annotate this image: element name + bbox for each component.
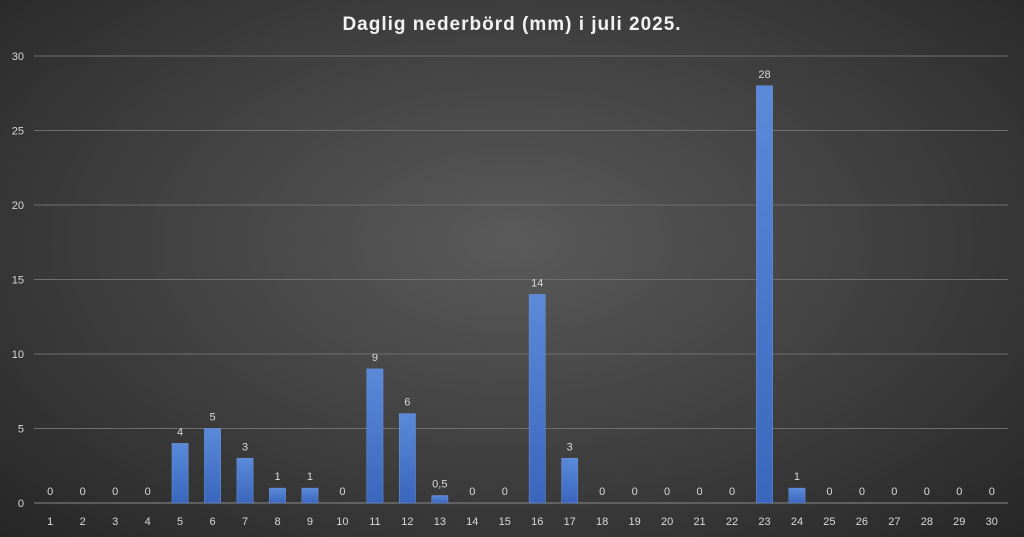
data-label-day-11: 9 (372, 352, 378, 364)
x-tick-label: 6 (210, 516, 216, 528)
bar-day-24 (788, 487, 806, 504)
x-tick-label: 27 (888, 516, 900, 528)
y-tick-label: 25 (12, 126, 24, 138)
bar-day-16 (528, 294, 546, 504)
data-label-day-21: 0 (697, 486, 703, 498)
data-label-day-25: 0 (826, 486, 832, 498)
data-label-day-18: 0 (599, 486, 605, 498)
y-axis-ticks: 0 5 10 15 20 25 30 (12, 51, 24, 510)
x-tick-label: 30 (986, 516, 998, 528)
x-tick-label: 8 (274, 516, 280, 528)
x-tick-label: 15 (499, 516, 511, 528)
data-label-day-23: 28 (758, 69, 770, 81)
bar-day-7 (236, 458, 254, 504)
bar-day-12 (399, 413, 416, 504)
x-tick-label: 28 (921, 516, 933, 528)
x-tick-label: 9 (307, 516, 313, 528)
y-tick-label: 0 (18, 498, 24, 510)
data-label-day-8: 1 (274, 471, 280, 483)
x-tick-label: 13 (434, 516, 446, 528)
x-tick-label: 4 (145, 516, 151, 528)
data-label-day-14: 0 (469, 486, 475, 498)
data-label-day-27: 0 (891, 486, 897, 498)
x-tick-label: 29 (953, 516, 965, 528)
x-tick-label: 22 (726, 516, 738, 528)
data-label-day-22: 0 (729, 486, 735, 498)
y-tick-label: 30 (12, 51, 24, 63)
bar-day-6 (204, 428, 221, 504)
x-tick-label: 21 (693, 516, 705, 528)
x-tick-label: 3 (112, 516, 118, 528)
x-tick-label: 24 (791, 516, 803, 528)
data-label-day-15: 0 (502, 486, 508, 498)
data-label-day-1: 0 (47, 486, 53, 498)
x-tick-label: 7 (242, 516, 248, 528)
chart-title: Daglig nederbörd (mm) i juli 2025. (342, 14, 682, 35)
gridlines (34, 55, 1008, 504)
data-label-day-6: 5 (210, 412, 216, 424)
data-label-day-17: 3 (567, 441, 573, 453)
bar-day-17 (561, 458, 579, 504)
x-tick-label: 1 (47, 516, 53, 528)
data-label-day-16: 14 (531, 277, 543, 289)
bars (171, 85, 806, 504)
x-tick-label: 14 (466, 516, 478, 528)
x-tick-label: 26 (856, 516, 868, 528)
x-tick-label: 19 (629, 516, 641, 528)
data-label-day-24: 1 (794, 471, 800, 483)
data-label-day-19: 0 (632, 486, 638, 498)
data-label-day-26: 0 (859, 486, 865, 498)
data-label-day-12: 6 (404, 397, 410, 409)
bar-day-9 (301, 487, 319, 504)
x-tick-label: 20 (661, 516, 673, 528)
x-tick-label: 11 (369, 516, 380, 528)
x-tick-label: 18 (596, 516, 608, 528)
bar-day-13 (431, 495, 449, 504)
data-label-day-30: 0 (989, 486, 995, 498)
data-label-day-2: 0 (80, 486, 86, 498)
data-label-day-10: 0 (339, 486, 345, 498)
x-tick-label: 17 (564, 516, 576, 528)
data-label-day-3: 0 (112, 486, 118, 498)
y-tick-label: 15 (12, 275, 24, 287)
data-label-day-20: 0 (664, 486, 670, 498)
y-tick-label: 20 (12, 200, 24, 212)
x-tick-label: 25 (823, 516, 835, 528)
bar-day-8 (269, 487, 286, 504)
x-tick-label: 10 (336, 516, 348, 528)
data-labels: 0 0 0 0 4 5 3 1 1 0 9 6 0,5 0 0 14 3 0 0 0 0 0 28 1 0 0 0 0 0 0 (47, 69, 995, 498)
bar-day-11 (366, 368, 384, 504)
x-tick-label: 2 (80, 516, 86, 528)
data-label-day-28: 0 (924, 486, 930, 498)
x-tick-label: 16 (531, 516, 543, 528)
bar-day-23 (756, 85, 773, 504)
x-tick-label: 23 (758, 516, 770, 528)
data-label-day-13: 0,5 (432, 479, 447, 491)
x-tick-label: 12 (401, 516, 413, 528)
data-label-day-5: 4 (177, 426, 183, 438)
data-label-day-7: 3 (242, 441, 248, 453)
x-axis-ticks: 1 2 3 4 5 6 7 8 9 10 11 12 13 14 15 16 17 18 19 20 21 22 23 24 2… (47, 516, 998, 528)
data-label-day-9: 1 (307, 471, 313, 483)
data-label-day-4: 0 (145, 486, 151, 498)
y-tick-label: 10 (12, 349, 24, 361)
bar-day-5 (171, 443, 189, 504)
x-tick-label: 5 (177, 516, 183, 528)
data-label-day-29: 0 (956, 486, 962, 498)
y-tick-label: 5 (18, 424, 24, 436)
